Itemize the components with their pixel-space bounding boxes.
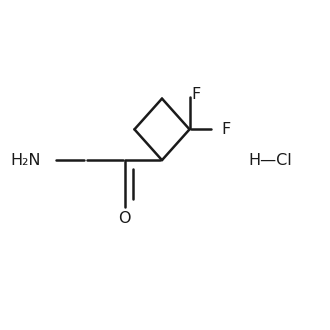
Text: F: F	[221, 122, 230, 137]
Text: H₂N: H₂N	[10, 153, 41, 168]
Text: F: F	[191, 87, 200, 102]
Text: H—Cl: H—Cl	[248, 153, 292, 168]
Text: O: O	[118, 211, 131, 226]
